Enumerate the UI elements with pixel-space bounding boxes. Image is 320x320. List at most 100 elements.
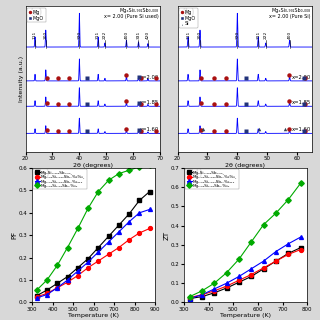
Mg₁.₉₅Si₀.₉₆₄Sb₀.‰₂₁₆: [188, 297, 192, 300]
Mg₂Si₀.₉₉₂Sb₀.₀₀‸: [299, 246, 302, 250]
Mg₁.₉₅Si₀.₉₆₄Sb₀.‰₂₁₆: [286, 242, 290, 246]
Mg₁.₉₅Si₀.₉₆₄Sb₀.‰₂₁₆: [55, 286, 59, 290]
Text: 400: 400: [288, 31, 292, 39]
Text: x=2.00: x=2.00: [140, 75, 159, 80]
Text: (a): (a): [30, 8, 43, 17]
Mg₁.₉₅Si₀.₉₆₄Sb₀.‰₂₁₆: [148, 207, 152, 211]
Mg₂Si₀.₉₉₂Sb₀.₀₀‸: [35, 294, 39, 298]
Text: (d): (d): [189, 169, 203, 178]
Text: 220: 220: [77, 31, 81, 39]
Mg₁.₉₅Si₀.₉₉₂Sb₀.‰‰‸: [117, 246, 121, 250]
Mg₁.₉₅Si₀.₉₆Sb₀.‰₄: [188, 295, 192, 299]
Mg₂Si₀.₉₉₂Sb₀.₀₀‸: [86, 257, 90, 260]
Text: 311: 311: [96, 31, 100, 39]
Mg₁.₉₅Si₀.₉₆Sb₀.‰₄: [249, 240, 253, 244]
Mg₁.₉₅Si₀.₉₆₄Sb₀.‰₂₁₆: [107, 240, 110, 244]
Text: (c): (c): [37, 169, 50, 178]
Mg₁.₉₅Si₀.₉₉₂Sb₀.‰‰‸: [225, 284, 228, 288]
Mg₁.₉₅Si₀.₉₆Sb₀.‰₄: [148, 163, 152, 166]
Mg₁.₉₅Si₀.₉₆Sb₀.‰₄: [138, 165, 141, 169]
Mg₁.₉₅Si₀.₉₆Sb₀.‰₄: [45, 278, 49, 282]
Line: Mg₁.₉₅Si₀.₉₆₄Sb₀.‰₂₁₆: Mg₁.₉₅Si₀.₉₆₄Sb₀.‰₂₁₆: [188, 235, 302, 300]
Mg₂Si₀.₉₉₂Sb₀.₀₀‸: [45, 288, 49, 292]
Mg₁.₉₅Si₀.₉₆Sb₀.‰₄: [225, 271, 228, 275]
Mg₂Si₀.₉₉₂Sb₀.₀₀‸: [96, 246, 100, 250]
Mg₁.₉₅Si₀.₉₆₄Sb₀.‰₂₁₆: [299, 235, 302, 239]
Mg₁.₉₅Si₀.₉₉₂Sb₀.‰‰‸: [212, 289, 216, 293]
Mg₁.₉₅Si₀.₉₆Sb₀.‰₄: [299, 181, 302, 185]
Mg₁.₉₅Si₀.₉₆₄Sb₀.‰₂₁₆: [86, 260, 90, 264]
Mg₂Si₀.₉₉₂Sb₀.₀₀‸: [225, 286, 228, 290]
X-axis label: Temperature (K): Temperature (K): [68, 313, 119, 318]
Line: Mg₂Si₀.₉₉₂Sb₀.₀₀‸: Mg₂Si₀.₉₉₂Sb₀.₀₀‸: [35, 189, 152, 298]
Legend: Mg, MgO: Mg, MgO: [27, 8, 46, 22]
Text: MgₓSi₀.₉₉₂Sb₀.₀₀₈
x= 2.00 (Pure Si): MgₓSi₀.₉₉₂Sb₀.₀₀₈ x= 2.00 (Pure Si): [269, 8, 311, 19]
Mg₂Si₀.₉₉₂Sb₀.₀₀‸: [274, 259, 278, 263]
Mg₁.₉₅Si₀.₉₆₄Sb₀.‰₂₁₆: [237, 275, 241, 278]
Mg₂Si₀.₉₉₂Sb₀.₀₀‸: [286, 252, 290, 255]
Mg₂Si₀.₉₉₂Sb₀.₀₀‸: [188, 297, 192, 300]
Mg₁.₉₅Si₀.₉₆Sb₀.‰₄: [117, 172, 121, 175]
Mg₁.₉₅Si₀.₉₆Sb₀.‰₄: [35, 288, 39, 292]
Text: 220: 220: [235, 31, 239, 39]
Mg₁.₉₅Si₀.₉₆Sb₀.‰₄: [286, 198, 290, 202]
Mg₁.₉₅Si₀.₉₆₄Sb₀.‰₂₁₆: [249, 267, 253, 271]
Mg₁.₉₅Si₀.₉₉₂Sb₀.‰‰‸: [188, 296, 192, 300]
Mg₁.₉₅Si₀.₉₉₂Sb₀.‰‰‸: [96, 259, 100, 263]
Mg₁.₉₅Si₀.₉₆Sb₀.‰₄: [55, 263, 59, 267]
Mg₂Si₀.₉₉₂Sb₀.₀₀‸: [107, 234, 110, 238]
Mg₁.₉₅Si₀.₉₆Sb₀.‰₄: [107, 178, 110, 182]
Legend: Mg, MgO, Si: Mg, MgO, Si: [179, 8, 198, 28]
Text: 420: 420: [146, 31, 150, 39]
Mg₁.₉₅Si₀.₉₉₂Sb₀.‰‰‸: [274, 259, 278, 263]
Mg₁.₉₅Si₀.₉₆₄Sb₀.‰₂₁₆: [35, 296, 39, 300]
Mg₂Si₀.₉₉₂Sb₀.₀₀‸: [55, 282, 59, 285]
Mg₁.₉₅Si₀.₉₆₄Sb₀.‰₂₁₆: [117, 230, 121, 234]
Line: Mg₁.₉₅Si₀.₉₆Sb₀.‰₄: Mg₁.₉₅Si₀.₉₆Sb₀.‰₄: [35, 163, 152, 292]
Text: x=1.60: x=1.60: [292, 127, 311, 132]
Text: MgₓSi₀.₉₉₂Sb₀.₀₀₈
x= 2.00 (Pure Si used): MgₓSi₀.₉₉₂Sb₀.₀₀₈ x= 2.00 (Pure Si used): [104, 8, 159, 19]
Line: Mg₂Si₀.₉₉₂Sb₀.₀₀‸: Mg₂Si₀.₉₉₂Sb₀.₀₀‸: [188, 246, 302, 300]
Mg₂Si₀.₉₉₂Sb₀.₀₀‸: [200, 295, 204, 299]
Mg₁.₉₅Si₀.₉₆₄Sb₀.‰₂₁₆: [225, 281, 228, 285]
Mg₁.₉₅Si₀.₉₉₂Sb₀.‰‰‸: [138, 231, 141, 235]
Mg₁.₉₅Si₀.₉₆₄Sb₀.‰₂₁₆: [274, 250, 278, 253]
Mg₁.₉₅Si₀.₉₉₂Sb₀.‰‰‸: [35, 295, 39, 299]
Mg₁.₉₅Si₀.₉₉₂Sb₀.‰‰‸: [148, 227, 152, 230]
Mg₂Si₀.₉₉₂Sb₀.₀₀‸: [117, 223, 121, 227]
Mg₁.₉₅Si₀.₉₉₂Sb₀.‰‰‸: [107, 252, 110, 256]
Mg₂Si₀.₉₉₂Sb₀.₀₀‸: [127, 212, 131, 216]
Text: 200: 200: [44, 31, 48, 39]
Mg₁.₉₅Si₀.₉₆₄Sb₀.‰₂₁₆: [262, 259, 266, 263]
Y-axis label: Intensity (a.u.): Intensity (a.u.): [19, 56, 24, 102]
Mg₂Si₀.₉₉₂Sb₀.₀₀‸: [66, 275, 69, 278]
X-axis label: Temperature (K): Temperature (K): [220, 313, 271, 318]
Text: 222: 222: [103, 31, 107, 39]
Mg₁.₉₅Si₀.₉₆₄Sb₀.‰₂₁₆: [96, 250, 100, 254]
Mg₁.₉₅Si₀.₉₉₂Sb₀.‰‰‸: [45, 292, 49, 295]
Mg₁.₉₅Si₀.₉₉₂Sb₀.‰‰‸: [286, 252, 290, 256]
Y-axis label: PF: PF: [12, 231, 18, 239]
Mg₂Si₀.₉₉₂Sb₀.₀₀‸: [76, 266, 80, 269]
Mg₁.₉₅Si₀.₉₉₂Sb₀.‰‰‸: [299, 248, 302, 252]
Mg₂Si₀.₉₉₂Sb₀.₀₀‸: [138, 198, 141, 202]
Mg₁.₉₅Si₀.₉₉₂Sb₀.‰‰‸: [76, 274, 80, 277]
Mg₁.₉₅Si₀.₉₉₂Sb₀.‰‰‸: [262, 266, 266, 270]
Mg₁.₉₅Si₀.₉₉₂Sb₀.‰‰‸: [127, 238, 131, 242]
Mg₂Si₀.₉₉₂Sb₀.₀₀‸: [249, 275, 253, 278]
Mg₁.₉₅Si₀.₉₉₂Sb₀.‰‰‸: [66, 280, 69, 284]
Mg₁.₉₅Si₀.₉₆Sb₀.‰₄: [200, 289, 204, 293]
Mg₂Si₀.₉₉₂Sb₀.₀₀‸: [237, 280, 241, 284]
Mg₁.₉₅Si₀.₉₆₄Sb₀.‰₂₁₆: [200, 293, 204, 297]
Mg₁.₉₅Si₀.₉₆Sb₀.‰₄: [86, 206, 90, 210]
Text: x=2.00: x=2.00: [292, 75, 311, 80]
Mg₁.₉₅Si₀.₉₆₄Sb₀.‰₂₁₆: [66, 278, 69, 282]
Mg₁.₉₅Si₀.₉₆₄Sb₀.‰₂₁₆: [212, 287, 216, 291]
Line: Mg₁.₉₅Si₀.₉₆₄Sb₀.‰₂₁₆: Mg₁.₉₅Si₀.₉₆₄Sb₀.‰₂₁₆: [35, 207, 152, 300]
Text: x=1.60: x=1.60: [140, 127, 159, 132]
Mg₁.₉₅Si₀.₉₆Sb₀.‰₄: [96, 189, 100, 193]
Text: 222: 222: [264, 31, 268, 39]
Mg₁.₉₅Si₀.₉₆Sb₀.‰₄: [76, 227, 80, 230]
Mg₁.₉₅Si₀.₉₆₄Sb₀.‰₂₁₆: [127, 220, 131, 224]
Mg₂Si₀.₉₉₂Sb₀.₀₀‸: [148, 189, 152, 193]
